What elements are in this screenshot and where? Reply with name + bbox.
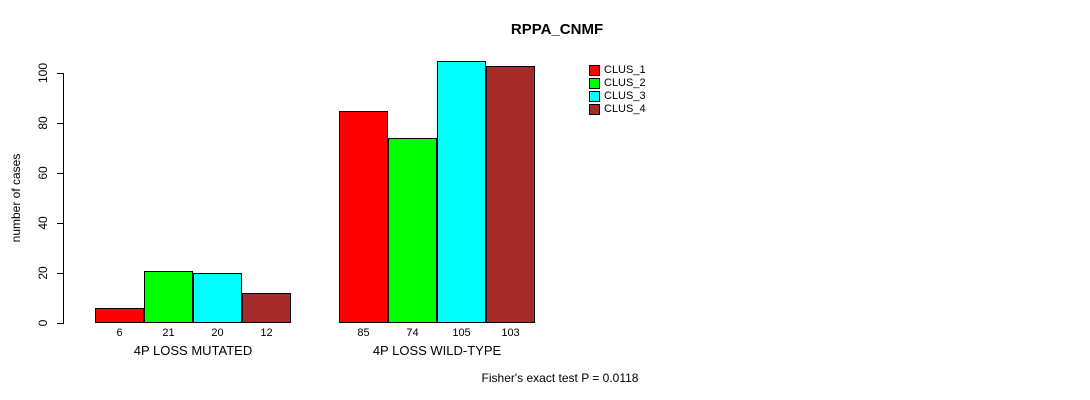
legend-swatch-icon bbox=[589, 91, 600, 102]
legend-swatch-icon bbox=[589, 104, 600, 115]
bar-value-label: 20 bbox=[211, 327, 224, 339]
bar-value-label: 85 bbox=[357, 327, 370, 339]
y-axis-tick bbox=[57, 73, 63, 74]
legend-item: CLUS_4 bbox=[589, 104, 646, 115]
y-axis-tick-label: 0 bbox=[36, 319, 50, 327]
bar-clus_2-group1 bbox=[144, 270, 193, 323]
y-axis-tick bbox=[57, 123, 63, 124]
legend-swatch-icon bbox=[589, 78, 600, 89]
group-label: 4P LOSS WILD-TYPE bbox=[372, 343, 502, 358]
bar-value-label: 12 bbox=[260, 327, 273, 339]
legend-item: CLUS_3 bbox=[589, 91, 646, 102]
y-axis-line bbox=[63, 73, 64, 324]
legend-swatch-icon bbox=[589, 65, 600, 76]
y-axis-tick-label: 100 bbox=[36, 62, 50, 84]
bar-value-label: 74 bbox=[406, 327, 419, 339]
y-axis-title: number of cases bbox=[9, 153, 23, 243]
legend-label: CLUS_4 bbox=[604, 103, 646, 115]
legend: CLUS_1 CLUS_2 CLUS_3 CLUS_4 bbox=[589, 65, 646, 117]
y-axis-tick-label: 20 bbox=[36, 266, 50, 280]
y-axis-tick-label: 40 bbox=[36, 216, 50, 230]
legend-label: CLUS_2 bbox=[604, 77, 646, 89]
bar-value-label: 21 bbox=[162, 327, 175, 339]
bar-clus_2-group2 bbox=[388, 138, 437, 323]
legend-label: CLUS_3 bbox=[604, 90, 646, 102]
y-axis-tick-label: 80 bbox=[36, 116, 50, 130]
legend-item: CLUS_2 bbox=[589, 78, 646, 89]
bar-clus_3-group1 bbox=[193, 273, 242, 323]
y-axis-tick bbox=[57, 223, 63, 224]
bar-value-label: 103 bbox=[501, 327, 520, 339]
bar-clus_1-group1 bbox=[95, 308, 144, 323]
legend-item: CLUS_1 bbox=[589, 65, 646, 76]
y-axis-tick bbox=[57, 173, 63, 174]
stat-test-annotation: Fisher's exact test P = 0.0118 bbox=[481, 371, 639, 385]
bar-value-label: 105 bbox=[452, 327, 471, 339]
legend-label: CLUS_1 bbox=[604, 64, 646, 76]
group-label: 4P LOSS MUTATED bbox=[133, 343, 253, 358]
y-axis-tick-label: 60 bbox=[36, 166, 50, 180]
y-axis-tick bbox=[57, 273, 63, 274]
bar-clus_1-group2 bbox=[339, 110, 388, 323]
bar-clus_4-group1 bbox=[242, 293, 291, 323]
chart-title: RPPA_CNMF bbox=[510, 21, 604, 38]
bar-clus_4-group2 bbox=[486, 65, 535, 323]
bar-value-label: 6 bbox=[116, 327, 123, 339]
bar-clus_3-group2 bbox=[437, 60, 486, 323]
y-axis-tick bbox=[57, 323, 63, 324]
